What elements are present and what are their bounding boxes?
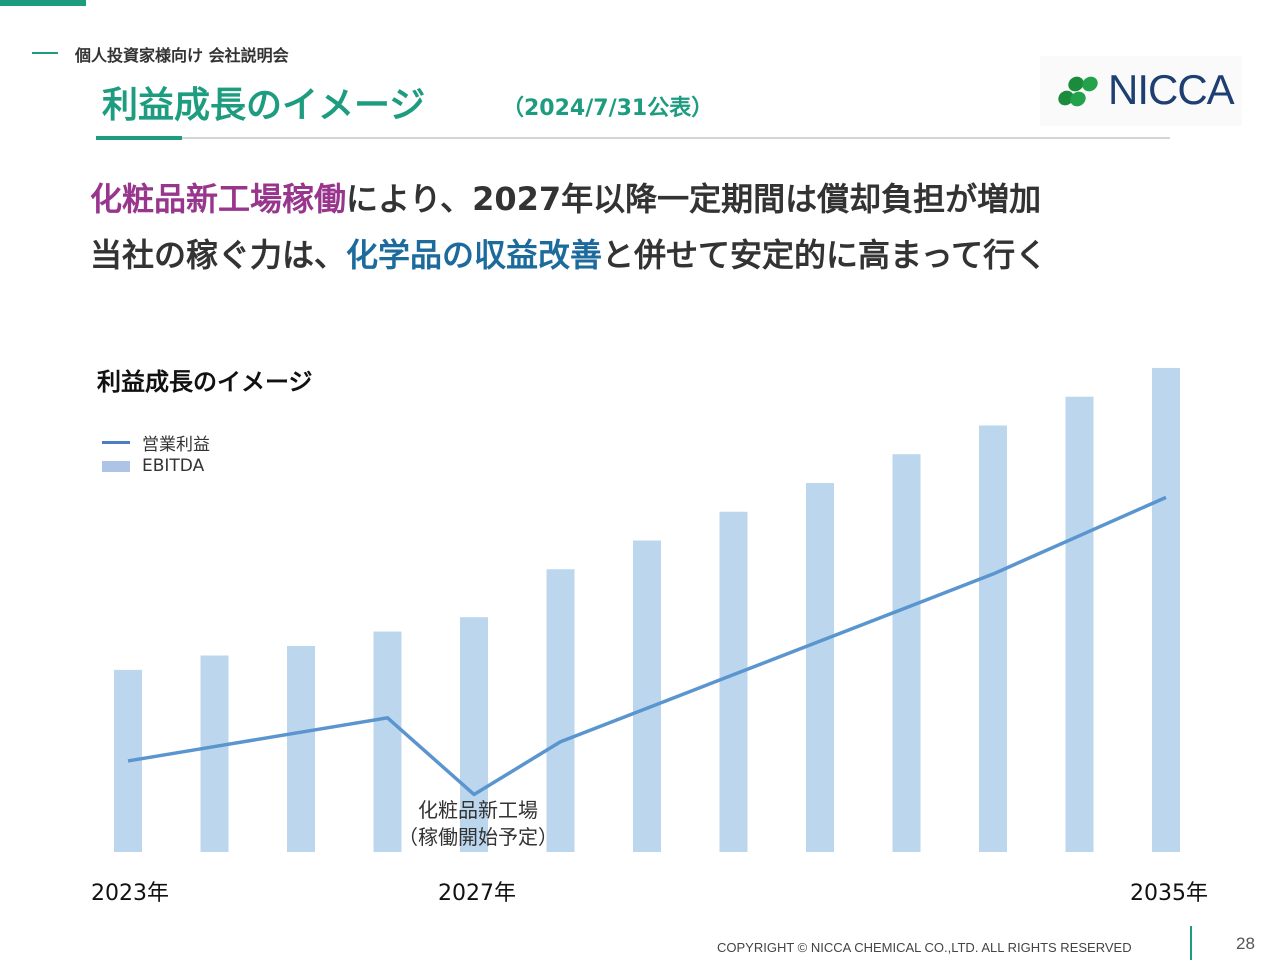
message-text: により、2027年以降一定期間は償却負担が増加 <box>346 180 1042 218</box>
x-axis-label-start: 2023年 <box>91 881 169 906</box>
ebitda-bar <box>979 425 1007 852</box>
legend-label: 営業利益 <box>142 435 210 455</box>
logo-wordmark: NICCA <box>1108 66 1235 113</box>
top-accent-bar <box>0 0 86 6</box>
key-message-line-2: 当社の稼ぐ力は、化学品の収益改善と併せて安定的に高まって行く <box>90 230 1047 276</box>
message-text: と併せて安定的に高まって行く <box>602 236 1048 274</box>
legend-item-ebitda: EBITDA <box>102 456 204 476</box>
ebitda-bar <box>373 631 402 852</box>
message-highlight-chemicals: 化学品の収益改善 <box>346 236 603 274</box>
chart-annotation-new-plant: 化粧品新工場 （稼働開始予定） <box>398 797 558 851</box>
x-axis-label-end: 2035年 <box>1130 881 1208 906</box>
ebitda-bar <box>806 482 834 852</box>
chart-title: 利益成長のイメージ <box>97 368 313 396</box>
annotation-line: （稼働開始予定） <box>398 825 558 849</box>
key-message-line-1: 化粧品新工場稼働により、2027年以降一定期間は償却負担が増加 <box>90 174 1041 220</box>
page-title-date: （2024/7/31公表） <box>502 96 714 121</box>
page-number: 28 <box>1236 934 1255 953</box>
nicca-leaf-icon <box>1058 76 1098 107</box>
ebitda-bar <box>1152 367 1180 852</box>
copyright-text: COPYRIGHT © NICCA CHEMICAL CO.,LTD. ALL … <box>717 940 1132 955</box>
company-logo: NICCA <box>1040 56 1242 126</box>
ebitda-bar <box>892 454 921 852</box>
section-label: 個人投資家様向け 会社説明会 <box>75 46 289 65</box>
x-axis-label-mid: 2027年 <box>438 881 516 906</box>
header-dash <box>32 52 58 54</box>
annotation-line: 化粧品新工場 <box>418 798 538 822</box>
page-title: 利益成長のイメージ <box>102 85 426 126</box>
operating-profit-line <box>127 495 1167 797</box>
ebitda-bar <box>546 569 575 852</box>
legend-label: EBITDA <box>142 456 205 476</box>
legend-bar-swatch <box>102 460 130 472</box>
legend-line-swatch <box>102 441 130 444</box>
footer-divider <box>1190 926 1192 960</box>
ebitda-bar <box>287 645 315 852</box>
legend-item-operating-profit: 営業利益 <box>102 430 210 455</box>
title-underline <box>96 137 1170 139</box>
ebitda-bar <box>719 511 748 852</box>
ebitda-bar <box>633 540 661 852</box>
message-highlight-cosmetics: 化粧品新工場稼働 <box>90 180 347 218</box>
ebitda-bar <box>460 617 488 852</box>
ebitda-bar <box>200 655 229 852</box>
ebitda-bar <box>1065 396 1094 852</box>
title-underline-accent <box>96 136 182 140</box>
message-text: 当社の稼ぐ力は、 <box>90 236 347 274</box>
